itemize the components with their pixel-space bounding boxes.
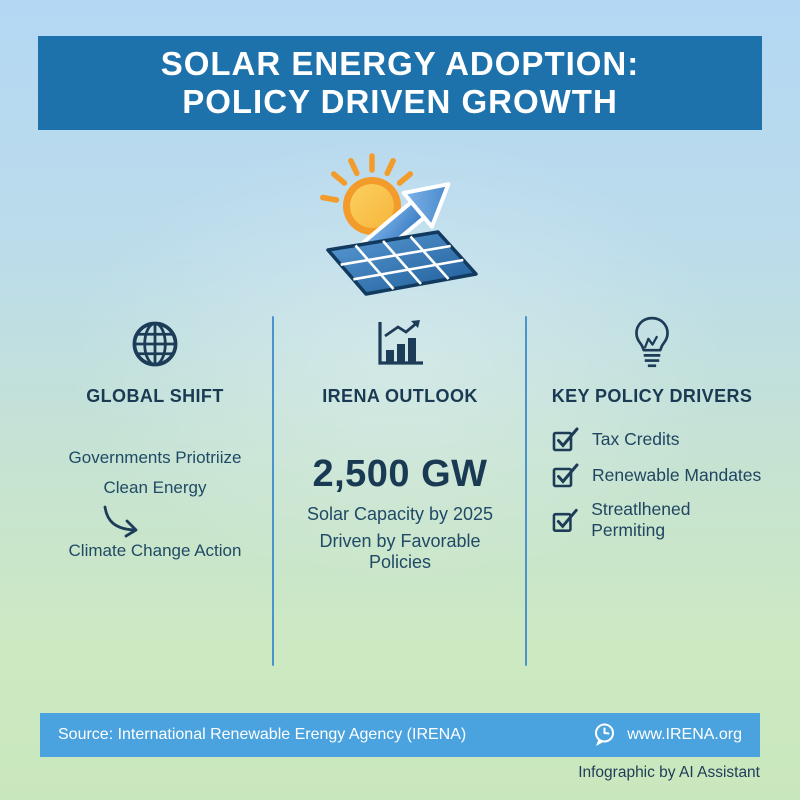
capacity-stat-caption2: Driven by Favorable Policies — [319, 531, 481, 572]
lightbulb-icon — [540, 316, 764, 372]
list-item: Renewable Mandates — [552, 463, 764, 488]
website-link[interactable]: www.IRENA.org — [591, 722, 742, 748]
column-irena-outlook: IRENA OUTLOOK 2,500 GW Solar Capacity by… — [288, 310, 512, 573]
credit-text: Infographic by AI Assistant — [578, 764, 760, 781]
irena-outlook-heading: IRENA OUTLOOK — [322, 386, 478, 406]
sun-arrow-solar-panel-icon — [300, 148, 500, 298]
column-divider-left — [272, 316, 274, 666]
checked-checkbox-icon — [552, 463, 579, 488]
list-item: Tax Credits — [552, 427, 764, 452]
source-text: Source: International Renewable Erengy A… — [58, 726, 467, 743]
page-title-line2: POLICY DRIVEN GROWTH — [182, 83, 618, 120]
policy-item-label: Streatlhened Permiting — [591, 499, 691, 540]
policy-drivers-checklist: Tax Credits Renewable Mandates Streatlhe… — [540, 427, 764, 541]
page-title-line1: SOLAR ENERGY ADOPTION: — [160, 45, 640, 82]
content-columns: GLOBAL SHIFT Governments Priotriize Clea… — [0, 310, 800, 670]
column-key-policy-drivers: KEY POLICY DRIVERS Tax Credits Renewable… — [540, 310, 764, 552]
curved-right-arrow-icon — [103, 505, 138, 538]
header-banner: SOLAR ENERGY ADOPTION: POLICY DRIVEN GRO… — [38, 36, 762, 130]
list-item: Streatlhened Permiting — [552, 499, 764, 541]
global-shift-text-line2: Clean Energy — [103, 478, 207, 497]
bar-chart-growth-icon — [288, 316, 512, 372]
capacity-stat-value: 2,500 GW — [312, 453, 488, 495]
global-shift-heading: GLOBAL SHIFT — [86, 386, 224, 406]
capacity-stat-caption1: Solar Capacity by 2025 — [306, 504, 494, 524]
checked-checkbox-icon — [552, 427, 579, 452]
key-policy-drivers-heading: KEY POLICY DRIVERS — [551, 386, 753, 406]
globe-icon — [40, 316, 270, 372]
global-shift-text-line1: Governments Priotriize — [68, 448, 242, 467]
global-shift-text-line3: Climate Change Action — [68, 541, 242, 560]
column-global-shift: GLOBAL SHIFT Governments Priotriize Clea… — [40, 310, 270, 561]
policy-item-label: Renewable Mandates — [592, 465, 762, 485]
source-bar: Source: International Renewable Erengy A… — [40, 713, 760, 757]
policy-item-label: Tax Credits — [592, 429, 680, 449]
checked-checkbox-icon — [552, 508, 578, 532]
clock-speech-bubble-icon — [595, 723, 615, 746]
website-url: www.IRENA.org — [627, 726, 742, 743]
column-divider-right — [525, 316, 527, 666]
